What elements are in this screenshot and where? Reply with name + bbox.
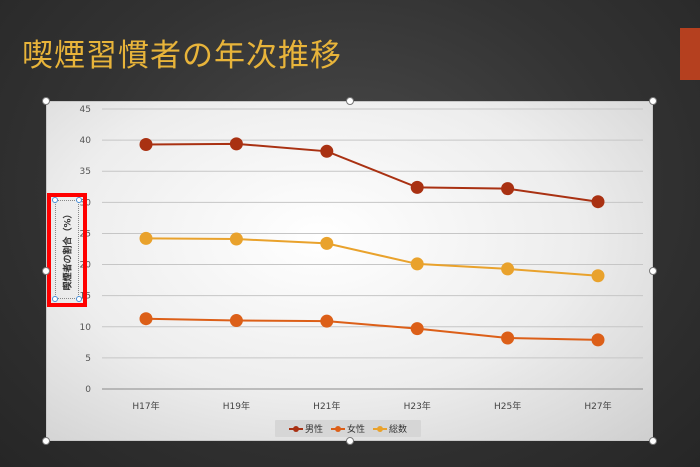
data-point[interactable] bbox=[229, 232, 243, 246]
series-line[interactable] bbox=[145, 237, 599, 277]
accent-bar bbox=[680, 28, 700, 80]
legend-label-total: 総数 bbox=[389, 425, 408, 435]
chart-gridlines bbox=[102, 108, 643, 390]
chart-legend[interactable]: 男性 女性 総数 bbox=[275, 420, 421, 437]
data-point[interactable] bbox=[320, 236, 334, 250]
data-point[interactable] bbox=[229, 137, 243, 151]
x-tick-label: H19年 bbox=[223, 400, 250, 412]
legend-item-male[interactable]: 男性 bbox=[288, 422, 323, 435]
data-point[interactable] bbox=[320, 314, 334, 328]
y-tick-label: 0 bbox=[85, 385, 91, 395]
resize-handle-tc[interactable] bbox=[346, 97, 354, 105]
data-point[interactable] bbox=[501, 262, 515, 276]
y-axis-title[interactable]: 喫煙者の割合（%） bbox=[63, 209, 74, 291]
x-tick-label: H25年 bbox=[494, 400, 521, 412]
data-point[interactable] bbox=[410, 180, 424, 194]
legend-swatch-female bbox=[330, 425, 345, 432]
chart-area[interactable] bbox=[46, 101, 653, 441]
data-point[interactable] bbox=[139, 312, 153, 326]
y-tick-label: 45 bbox=[80, 105, 91, 115]
series-line[interactable] bbox=[145, 317, 599, 341]
data-point[interactable] bbox=[591, 333, 605, 347]
x-tick-label: H17年 bbox=[132, 400, 159, 412]
y-tick-label: 35 bbox=[80, 167, 91, 177]
data-point[interactable] bbox=[320, 144, 334, 158]
legend-item-female[interactable]: 女性 bbox=[330, 422, 365, 435]
legend-swatch-total bbox=[373, 425, 387, 432]
title-resize-handle-bl[interactable] bbox=[52, 296, 58, 302]
data-point[interactable] bbox=[410, 322, 424, 336]
x-tick-label: H27年 bbox=[584, 400, 611, 412]
data-point[interactable] bbox=[139, 231, 153, 245]
legend-label-female: 女性 bbox=[346, 425, 365, 435]
data-point[interactable] bbox=[410, 257, 424, 271]
series-1[interactable] bbox=[139, 312, 605, 347]
y-tick-label: 40 bbox=[80, 136, 92, 146]
series-0[interactable] bbox=[139, 137, 605, 209]
slide-title: 喫煙習慣者の年次推移 bbox=[22, 38, 342, 74]
resize-handle-bc[interactable] bbox=[346, 437, 354, 445]
resize-handle-mr[interactable] bbox=[649, 267, 657, 275]
resize-handle-bl[interactable] bbox=[42, 437, 50, 445]
resize-handle-tr[interactable] bbox=[649, 97, 657, 105]
legend-label-male: 男性 bbox=[304, 425, 323, 435]
y-axis-title-selection[interactable] bbox=[55, 200, 79, 299]
x-tick-label: H21年 bbox=[313, 400, 340, 412]
title-resize-handle-tl[interactable] bbox=[52, 197, 58, 203]
data-point[interactable] bbox=[591, 195, 605, 209]
title-resize-handle-br[interactable] bbox=[76, 296, 82, 302]
y-tick-label: 10 bbox=[80, 323, 92, 333]
resize-handle-ml[interactable] bbox=[42, 267, 50, 275]
legend-item-total[interactable]: 総数 bbox=[373, 422, 407, 435]
data-point[interactable] bbox=[229, 314, 243, 328]
chart-series bbox=[139, 137, 605, 347]
x-tick-label: H23年 bbox=[404, 400, 431, 412]
data-point[interactable] bbox=[139, 137, 153, 151]
data-point[interactable] bbox=[501, 331, 515, 345]
resize-handle-br[interactable] bbox=[649, 437, 657, 445]
data-point[interactable] bbox=[501, 182, 515, 196]
y-tick-label: 5 bbox=[85, 354, 91, 364]
resize-handle-tl[interactable] bbox=[42, 97, 50, 105]
series-2[interactable] bbox=[139, 231, 605, 283]
data-point[interactable] bbox=[591, 269, 605, 283]
title-resize-handle-tr[interactable] bbox=[76, 197, 82, 203]
x-axis-ticks: H17年 H19年 H21年 H23年 H25年 H27年 bbox=[132, 400, 611, 412]
y-axis-title-highlight bbox=[47, 193, 87, 307]
legend-swatch-male bbox=[288, 425, 303, 432]
series-line[interactable] bbox=[145, 142, 599, 203]
